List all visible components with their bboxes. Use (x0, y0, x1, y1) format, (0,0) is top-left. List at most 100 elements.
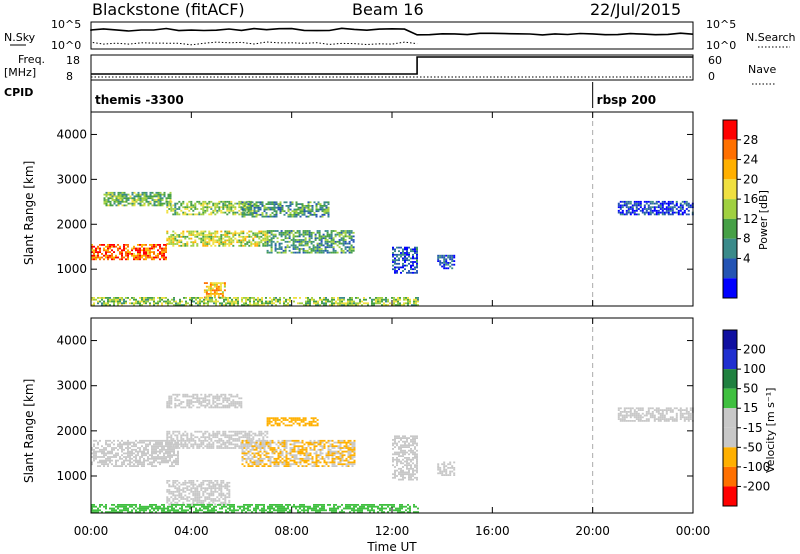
echo-cell (180, 483, 183, 486)
echo-cell (335, 465, 338, 467)
echo-cell (277, 461, 280, 464)
echo-cell (298, 242, 301, 245)
echo-cell (141, 249, 143, 252)
echo-cell (643, 211, 646, 214)
echo-cell (617, 418, 620, 420)
echo-cell (315, 452, 318, 455)
echo-cell (93, 256, 95, 259)
echo-cell (267, 201, 270, 204)
echo-cell (218, 402, 221, 405)
echo-cell (224, 404, 227, 407)
echo-cell (375, 302, 377, 305)
echo-cell (245, 441, 248, 444)
echo-cell (170, 490, 173, 493)
echo-cell (304, 230, 307, 232)
echo-cell (101, 298, 103, 301)
echo-cell (285, 463, 288, 466)
echo-cell (157, 244, 159, 246)
echo-cell (105, 202, 108, 205)
echo-cell (281, 210, 284, 213)
echo-cell (406, 271, 408, 274)
echo-cell (189, 304, 191, 306)
echo-cell (283, 441, 286, 444)
echo-cell (176, 498, 179, 500)
echo-cell (200, 485, 203, 488)
echo-cell (331, 447, 334, 449)
echo-cell (263, 445, 266, 448)
echo-cell (317, 201, 320, 204)
echo-cell (623, 416, 626, 419)
echo-cell (341, 298, 343, 301)
echo-cell (123, 452, 125, 455)
echo-cell (667, 202, 670, 205)
echo-cell (302, 240, 305, 243)
echo-cell (286, 233, 289, 236)
echo-cell (453, 468, 456, 471)
echo-cell (269, 443, 272, 446)
echo-cell (279, 448, 282, 451)
echo-cell (180, 239, 183, 242)
echo-cell (205, 302, 207, 305)
echo-cell (168, 480, 171, 482)
echo-cell (174, 243, 177, 245)
echo-cell (168, 436, 171, 439)
echo-cell (325, 452, 328, 455)
echo-cell (404, 259, 406, 262)
echo-cell (361, 304, 363, 306)
echo-cell (416, 262, 418, 265)
echo-cell (168, 439, 171, 442)
echo-cell (228, 438, 231, 440)
echo-cell (237, 297, 239, 299)
echo-cell (182, 206, 185, 209)
echo-cell (244, 244, 247, 247)
echo-cell (125, 507, 127, 510)
echo-cell (268, 419, 271, 421)
echo-cell (125, 197, 128, 200)
echo-cell (113, 298, 115, 301)
echo-cell (190, 234, 193, 236)
echo-cell (322, 235, 325, 238)
echo-cell (217, 285, 220, 288)
echo-cell (206, 202, 209, 205)
echo-cell (186, 204, 189, 207)
echo-cell (669, 213, 672, 216)
echo-cell (323, 297, 325, 299)
echo-cell (103, 465, 105, 467)
echo-cell (129, 461, 131, 464)
echo-cell (285, 459, 288, 462)
echo-cell (408, 462, 410, 465)
echo-cell (123, 505, 125, 508)
echo-cell (133, 253, 135, 255)
echo-cell (224, 202, 227, 205)
noise-left-tick-low: 10^0 (51, 39, 81, 52)
echo-cell (269, 447, 272, 449)
echo-cell (113, 300, 115, 303)
echo-cell (337, 461, 340, 464)
echo-cell (347, 452, 350, 455)
echo-cell (119, 200, 122, 203)
echo-cell (266, 420, 269, 423)
echo-cell (396, 451, 398, 454)
echo-cell (111, 441, 113, 444)
echo-cell (168, 404, 171, 407)
echo-cell (186, 243, 189, 245)
echo-cell (270, 417, 273, 420)
echo-cell (280, 235, 283, 238)
echo-cell (649, 202, 652, 205)
echo-cell (661, 412, 664, 415)
echo-cell (669, 418, 672, 420)
echo-cell (196, 401, 199, 403)
echo-cell (222, 443, 225, 446)
echo-cell (103, 193, 106, 196)
echo-cell (323, 302, 325, 305)
echo-cell (188, 480, 191, 482)
echo-cell (91, 504, 93, 506)
echo-cell (167, 448, 169, 451)
echo-cell (103, 249, 105, 252)
echo-cell (344, 248, 347, 250)
echo-cell (292, 251, 295, 254)
power-plot-area (91, 112, 693, 306)
echo-cell (317, 300, 319, 303)
echo-cell (186, 399, 189, 402)
echo-cell (143, 195, 146, 198)
